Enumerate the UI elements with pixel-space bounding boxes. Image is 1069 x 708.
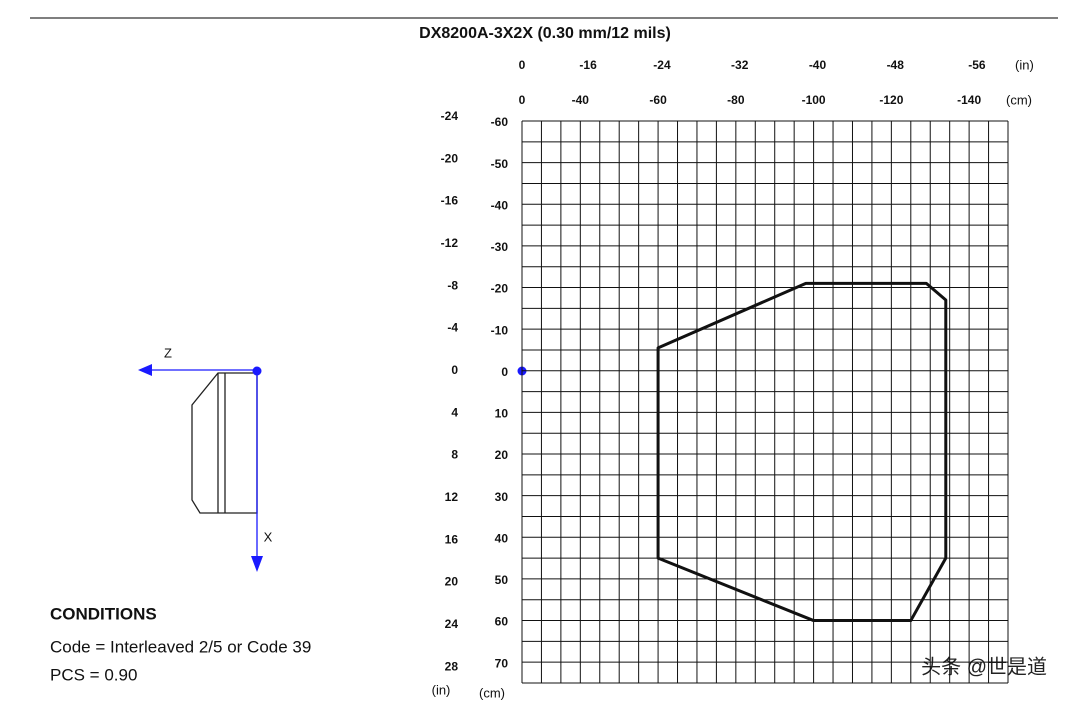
y-tick-label: 0 bbox=[501, 365, 508, 379]
x-tick-label: -60 bbox=[649, 93, 667, 107]
x-tick-label: 0 bbox=[519, 93, 526, 107]
axis-label: X bbox=[264, 529, 273, 544]
sensor-drawing bbox=[138, 364, 263, 572]
chart-title: DX8200A-3X2X (0.30 mm/12 mils) bbox=[419, 25, 671, 42]
x2-tick-label: -24 bbox=[653, 58, 671, 72]
y2-tick-label: -8 bbox=[447, 278, 458, 292]
y2-tick-label: 8 bbox=[451, 448, 458, 462]
y2-tick-label: 24 bbox=[445, 617, 459, 631]
y2-tick-label: 16 bbox=[445, 532, 459, 546]
x-tick-label: -40 bbox=[572, 93, 590, 107]
y-tick-label: 10 bbox=[495, 407, 509, 421]
y-unit: (in) bbox=[432, 682, 451, 697]
watermark: 头条 @世是道 bbox=[921, 655, 1047, 678]
y-tick-label: 40 bbox=[495, 531, 509, 545]
x-tick-label: -100 bbox=[802, 93, 826, 107]
y-tick-label: 20 bbox=[495, 448, 509, 462]
y2-tick-label: 28 bbox=[445, 659, 459, 673]
x2-tick-label: -56 bbox=[968, 58, 986, 72]
y2-tick-label: -4 bbox=[447, 321, 458, 335]
axis-label: Z bbox=[164, 345, 172, 360]
y-tick-label: -10 bbox=[491, 323, 509, 337]
x-tick-label: -80 bbox=[727, 93, 745, 107]
y-tick-label: 70 bbox=[495, 656, 509, 670]
x-tick-label: -140 bbox=[957, 93, 981, 107]
y-tick-label: -20 bbox=[491, 282, 509, 296]
x2-tick-label: -16 bbox=[579, 58, 597, 72]
y2-tick-label: -12 bbox=[441, 236, 459, 250]
y2-tick-label: 0 bbox=[451, 363, 458, 377]
x2-tick-label: -32 bbox=[731, 58, 749, 72]
y2-tick-label: -20 bbox=[441, 151, 459, 165]
y-tick-label: 50 bbox=[495, 573, 509, 587]
x-unit: (in) bbox=[1015, 57, 1034, 72]
y2-tick-label: 4 bbox=[451, 405, 458, 419]
range-outline bbox=[656, 281, 948, 623]
x2-tick-label: 0 bbox=[519, 58, 526, 72]
y-tick-label: -40 bbox=[491, 198, 509, 212]
condition: PCS = 0.90 bbox=[50, 665, 137, 684]
y-tick-label: -60 bbox=[491, 115, 509, 129]
conditions-title: CONDITIONS bbox=[50, 604, 157, 623]
x-unit: (cm) bbox=[1006, 92, 1032, 107]
y-tick-label: 60 bbox=[495, 615, 509, 629]
condition: Code = Interleaved 2/5 or Code 39 bbox=[50, 637, 311, 656]
x2-tick-label: -40 bbox=[809, 58, 827, 72]
x2-tick-label: -48 bbox=[887, 58, 905, 72]
x-tick-label: -120 bbox=[879, 93, 903, 107]
y-tick-label: 30 bbox=[495, 490, 509, 504]
y-tick-label: -30 bbox=[491, 240, 509, 254]
y2-tick-label: 20 bbox=[445, 575, 459, 589]
y-tick-label: -50 bbox=[491, 157, 509, 171]
y-unit: (cm) bbox=[479, 685, 505, 700]
y2-tick-label: -16 bbox=[441, 194, 459, 208]
y2-tick-label: -24 bbox=[441, 109, 459, 123]
y2-tick-label: 12 bbox=[445, 490, 459, 504]
